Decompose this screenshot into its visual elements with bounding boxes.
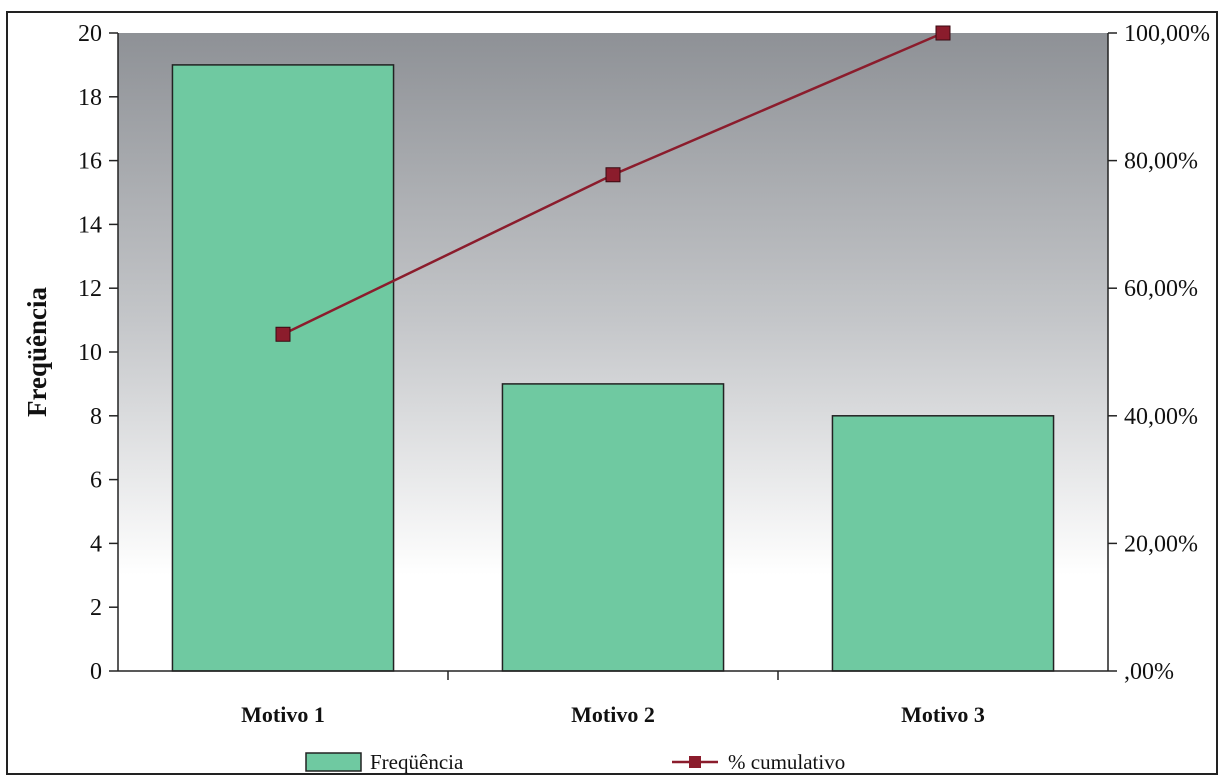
- y-tick-label-3: 6: [90, 468, 102, 494]
- y2-tick-label-5: 100,00%: [1124, 21, 1210, 47]
- bar-1: [171, 64, 395, 672]
- y-tick-label-0: 0: [90, 659, 102, 685]
- y-tick-label-8: 16: [78, 149, 102, 175]
- y-tick-label-9: 18: [78, 85, 102, 111]
- y2-tick-label-2: 40,00%: [1124, 404, 1198, 430]
- y2-tick-label-3: 60,00%: [1124, 276, 1198, 302]
- legend-swatch-frequency: [305, 752, 362, 772]
- bar-2: [501, 383, 725, 672]
- y-tick-label-5: 10: [78, 340, 102, 366]
- y-tick-label-10: 20: [78, 21, 102, 47]
- x-tick-label-1: Motivo 1: [241, 702, 325, 727]
- y-tick-label-4: 8: [90, 404, 102, 430]
- y2-tick-label-1: 20,00%: [1124, 531, 1198, 557]
- y-axis-label: Freqüência: [22, 287, 52, 417]
- axes-layer: 02468101214161820,00%20,00%40,00%60,00%8…: [78, 21, 1210, 727]
- y-tick-label-1: 2: [90, 595, 102, 621]
- legend-label-cumulative: % cumulativo: [728, 750, 845, 774]
- cumulative-line-layer: [275, 25, 951, 342]
- legend-label-frequency: Freqüência: [370, 750, 464, 774]
- legend: Freqüência % cumulativo: [305, 750, 845, 774]
- bar-3: [831, 415, 1055, 672]
- y-tick-label-7: 14: [78, 212, 102, 238]
- y2-tick-label-4: 80,00%: [1124, 149, 1198, 175]
- y2-tick-label-0: ,00%: [1124, 659, 1174, 685]
- cumulative-point-1: [275, 326, 291, 342]
- x-tick-label-2: Motivo 2: [571, 702, 655, 727]
- cumulative-point-3: [935, 25, 951, 41]
- x-tick-label-3: Motivo 3: [901, 702, 985, 727]
- bars-layer: [171, 64, 1055, 672]
- cumulative-point-2: [605, 167, 621, 183]
- legend-marker-cumulative: [689, 756, 701, 768]
- y-tick-label-6: 12: [78, 276, 102, 302]
- y-tick-label-2: 4: [90, 531, 102, 557]
